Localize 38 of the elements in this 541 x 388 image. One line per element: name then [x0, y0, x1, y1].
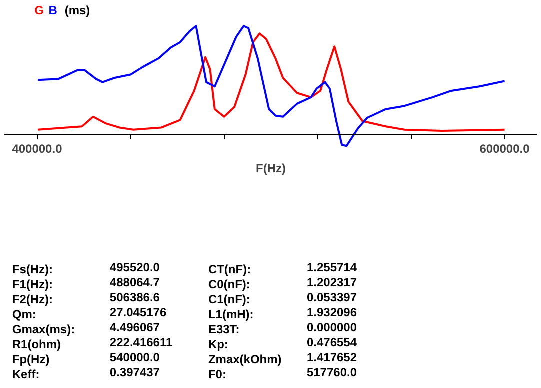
text: 495520.0 [110, 260, 160, 274]
text: Kp: [208, 338, 228, 352]
text: 1.417652 [306, 350, 358, 364]
text: F2(Hz): [12, 292, 54, 306]
text: B [48, 3, 58, 18]
x-tick-label: 400000.0 [12, 142, 63, 156]
x-tick-label: 600000.0 [480, 142, 530, 156]
text: 0.397437 [110, 366, 160, 380]
text: 222.416611 [110, 336, 173, 350]
text: Fs(Hz): [12, 262, 54, 276]
text: 517760.0 [306, 366, 358, 380]
text: 540000.0 [110, 350, 160, 364]
text: C0(nF): [208, 278, 250, 292]
text: 1.255714 [306, 260, 358, 274]
text: CT(nF): [208, 262, 252, 276]
text: L1(mH): [208, 308, 254, 322]
text: R1(ohm) [12, 338, 62, 352]
text: F1(Hz): [12, 278, 54, 292]
text: 4.496067 [110, 320, 160, 334]
text: G [34, 3, 44, 18]
text: Keff: [12, 368, 40, 382]
text: 1.932096 [306, 306, 358, 320]
text: Gmax(ms): [12, 322, 76, 336]
text: F0: [208, 368, 226, 382]
text: 0.053397 [306, 290, 358, 304]
text: Fp(Hz) [12, 352, 50, 366]
text: Qm: [12, 308, 36, 322]
text: 1.202317 [306, 276, 358, 290]
y-axis-title: (ms) [64, 3, 90, 18]
x-axis-title: F(Hz) [256, 162, 286, 176]
text: 506386.6 [110, 290, 160, 304]
text: E33T: [208, 322, 240, 336]
text: 488064.7 [110, 276, 160, 290]
text: 27.045176 [110, 306, 167, 320]
text: 0.476554 [306, 336, 358, 350]
text: C1(nF): [208, 292, 250, 306]
text: 0.000000 [306, 320, 358, 334]
text: Zmax(kOhm) [208, 352, 282, 366]
